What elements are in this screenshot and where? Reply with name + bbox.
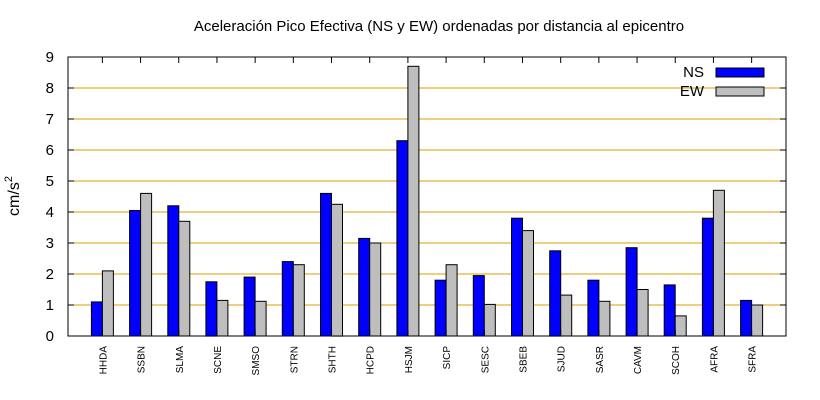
bar-ns-cavm xyxy=(625,247,638,337)
bar-ew-hsjm xyxy=(407,65,420,337)
y-tick-label: 7 xyxy=(46,111,54,128)
bar-ns-slma xyxy=(167,205,180,337)
chart-title: Aceleración Pico Efectiva (NS y EW) orde… xyxy=(194,18,684,35)
legend-swatch-ew xyxy=(715,86,765,97)
bar-ew-hhda xyxy=(101,270,114,337)
y-tick-label: 0 xyxy=(46,328,54,345)
bar-ns-sfra xyxy=(740,299,753,337)
bar-ew-smso xyxy=(254,300,267,337)
x-tick-label: SHTH xyxy=(328,346,339,373)
y-axis-label-unit: cm/s xyxy=(6,182,23,216)
x-tick-label: SESC xyxy=(480,346,491,373)
y-axis-ticks: 0 1 2 3 4 5 6 7 8 9 xyxy=(46,49,786,345)
x-axis-ticks: HHDA SSBN SLMA SCNE SMSO STRN SHTH HCPD HSJM SICP… xyxy=(98,57,759,376)
bar-ew-scoh xyxy=(674,315,687,337)
bar-ew-afra xyxy=(712,189,725,337)
x-tick-label: SJUD xyxy=(557,346,568,372)
bar-ew-hcpd xyxy=(369,242,382,337)
bar-ew-shth xyxy=(331,203,343,337)
bar-ns-scne xyxy=(205,281,218,337)
x-tick-label: SASR xyxy=(595,346,606,373)
bar-ew-scne xyxy=(216,299,229,337)
plot-frame xyxy=(67,56,787,337)
bar-ns-sjud xyxy=(549,250,562,337)
x-tick-label: SSBN xyxy=(137,346,148,373)
y-axis-label: cm/s2 xyxy=(3,176,23,216)
bars xyxy=(90,65,764,337)
bar-ns-ssbn xyxy=(129,210,142,337)
x-tick-label: SICP xyxy=(442,346,453,370)
bar-ns-sesc xyxy=(472,275,485,337)
x-tick-label: AFRA xyxy=(709,346,720,373)
bar-ns-sicp xyxy=(434,279,447,337)
y-tick-label: 9 xyxy=(46,49,54,66)
x-tick-label: HSJM xyxy=(404,346,415,373)
y-axis-label-exponent: 2 xyxy=(3,176,15,182)
bar-ns-hhda xyxy=(90,301,103,337)
y-tick-label: 6 xyxy=(46,142,54,159)
y-tick-label: 8 xyxy=(46,80,54,97)
bar-ns-sasr xyxy=(587,279,600,337)
legend: NS EW xyxy=(680,64,765,100)
y-tick-label: 5 xyxy=(46,173,54,190)
bar-ns-hsjm xyxy=(396,140,409,337)
y-tick-label: 2 xyxy=(46,266,54,283)
x-tick-label: HHDA xyxy=(98,346,109,375)
x-tick-label: SBEB xyxy=(519,346,530,373)
x-tick-label: STRN xyxy=(289,346,300,373)
bar-ns-scoh xyxy=(663,284,676,337)
y-tick-label: 4 xyxy=(46,204,54,221)
y-tick-label: 3 xyxy=(46,235,54,252)
bar-ew-cavm xyxy=(636,289,649,337)
bar-ns-afra xyxy=(701,217,714,337)
bar-ew-ssbn xyxy=(140,192,153,337)
legend-swatch-ns xyxy=(715,67,765,78)
x-tick-label: CAVM xyxy=(633,346,644,374)
legend-label-ew: EW xyxy=(680,83,705,100)
bar-ew-strn xyxy=(292,264,305,337)
bar-ew-sjud xyxy=(560,294,573,337)
legend-label-ns: NS xyxy=(683,64,704,81)
bar-ew-sicp xyxy=(445,264,458,337)
x-tick-label: SCNE xyxy=(213,346,224,374)
x-tick-label: SFRA xyxy=(748,346,759,373)
bar-ns-strn xyxy=(281,261,294,337)
y-tick-label: 1 xyxy=(46,297,54,314)
x-tick-label: SCOH xyxy=(671,346,682,375)
bar-ns-shth xyxy=(320,192,332,337)
bar-ns-hcpd xyxy=(358,237,371,337)
bar-ns-smso xyxy=(243,276,256,337)
bar-ew-sfra xyxy=(751,304,764,337)
x-tick-label: SLMA xyxy=(175,346,186,374)
bar-ew-slma xyxy=(178,220,191,337)
bar-ew-sesc xyxy=(483,303,496,337)
bar-ew-sasr xyxy=(598,300,611,337)
bar-ew-sbeb xyxy=(522,230,534,337)
bar-ns-sbeb xyxy=(511,217,523,337)
x-tick-label: SMSO xyxy=(251,346,262,376)
x-tick-label: HCPD xyxy=(366,346,377,374)
